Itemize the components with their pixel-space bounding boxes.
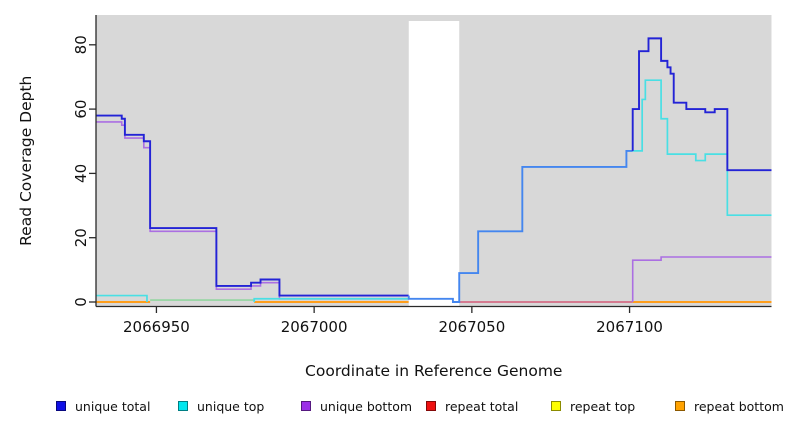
legend-label: unique top — [197, 398, 265, 414]
y-tick-label: 40 — [72, 164, 90, 183]
x-tick-label: 2067050 — [438, 318, 505, 336]
series-unique-top-line — [96, 294, 148, 302]
legend-label: unique total — [75, 398, 151, 414]
legend-item-unique-total: unique total — [56, 398, 150, 414]
x-tick-label: 2067000 — [281, 318, 348, 336]
series-unique-top-line — [632, 79, 772, 217]
series-unique-total-line — [96, 114, 409, 297]
legend-label: repeat total — [445, 398, 519, 414]
legend-item-repeat-top: repeat top — [551, 398, 635, 414]
series-unique-total-line — [631, 37, 772, 172]
legend-item-unique-top: unique top — [178, 398, 264, 414]
legend-item-repeat-total: repeat total — [426, 398, 518, 414]
y-tick-label: 0 — [72, 297, 90, 307]
legend-label: repeat top — [570, 398, 636, 414]
legend-item-unique-bottom: unique bottom — [301, 398, 412, 414]
series-unique-top-line — [253, 297, 409, 302]
legend-label: repeat bottom — [694, 398, 784, 414]
y-tick-label: 20 — [72, 228, 90, 247]
chart-legend: unique total unique top unique bottom repea… — [0, 0, 792, 414]
y-axis-title: Read Coverage Depth — [17, 76, 35, 246]
legend-swatch — [56, 401, 66, 411]
y-tick-label: 60 — [72, 100, 90, 119]
series-unique-total-line — [407, 149, 633, 303]
series-unique-bottom-line — [631, 256, 772, 302]
x-tick-label: 2067100 — [596, 318, 663, 336]
legend-swatch — [426, 401, 436, 411]
legend-swatch — [301, 401, 311, 411]
legend-swatch — [675, 401, 685, 411]
legend-label: unique bottom — [320, 398, 413, 414]
no-data-gap-band — [408, 21, 460, 307]
legend-item-repeat-bottom: repeat bottom — [675, 398, 784, 414]
x-tick-label: 2066950 — [123, 318, 190, 336]
x-axis-title: Coordinate in Reference Genome — [305, 362, 562, 380]
y-tick-label: 80 — [72, 35, 90, 54]
legend-swatch — [178, 401, 188, 411]
legend-swatch — [551, 401, 561, 411]
